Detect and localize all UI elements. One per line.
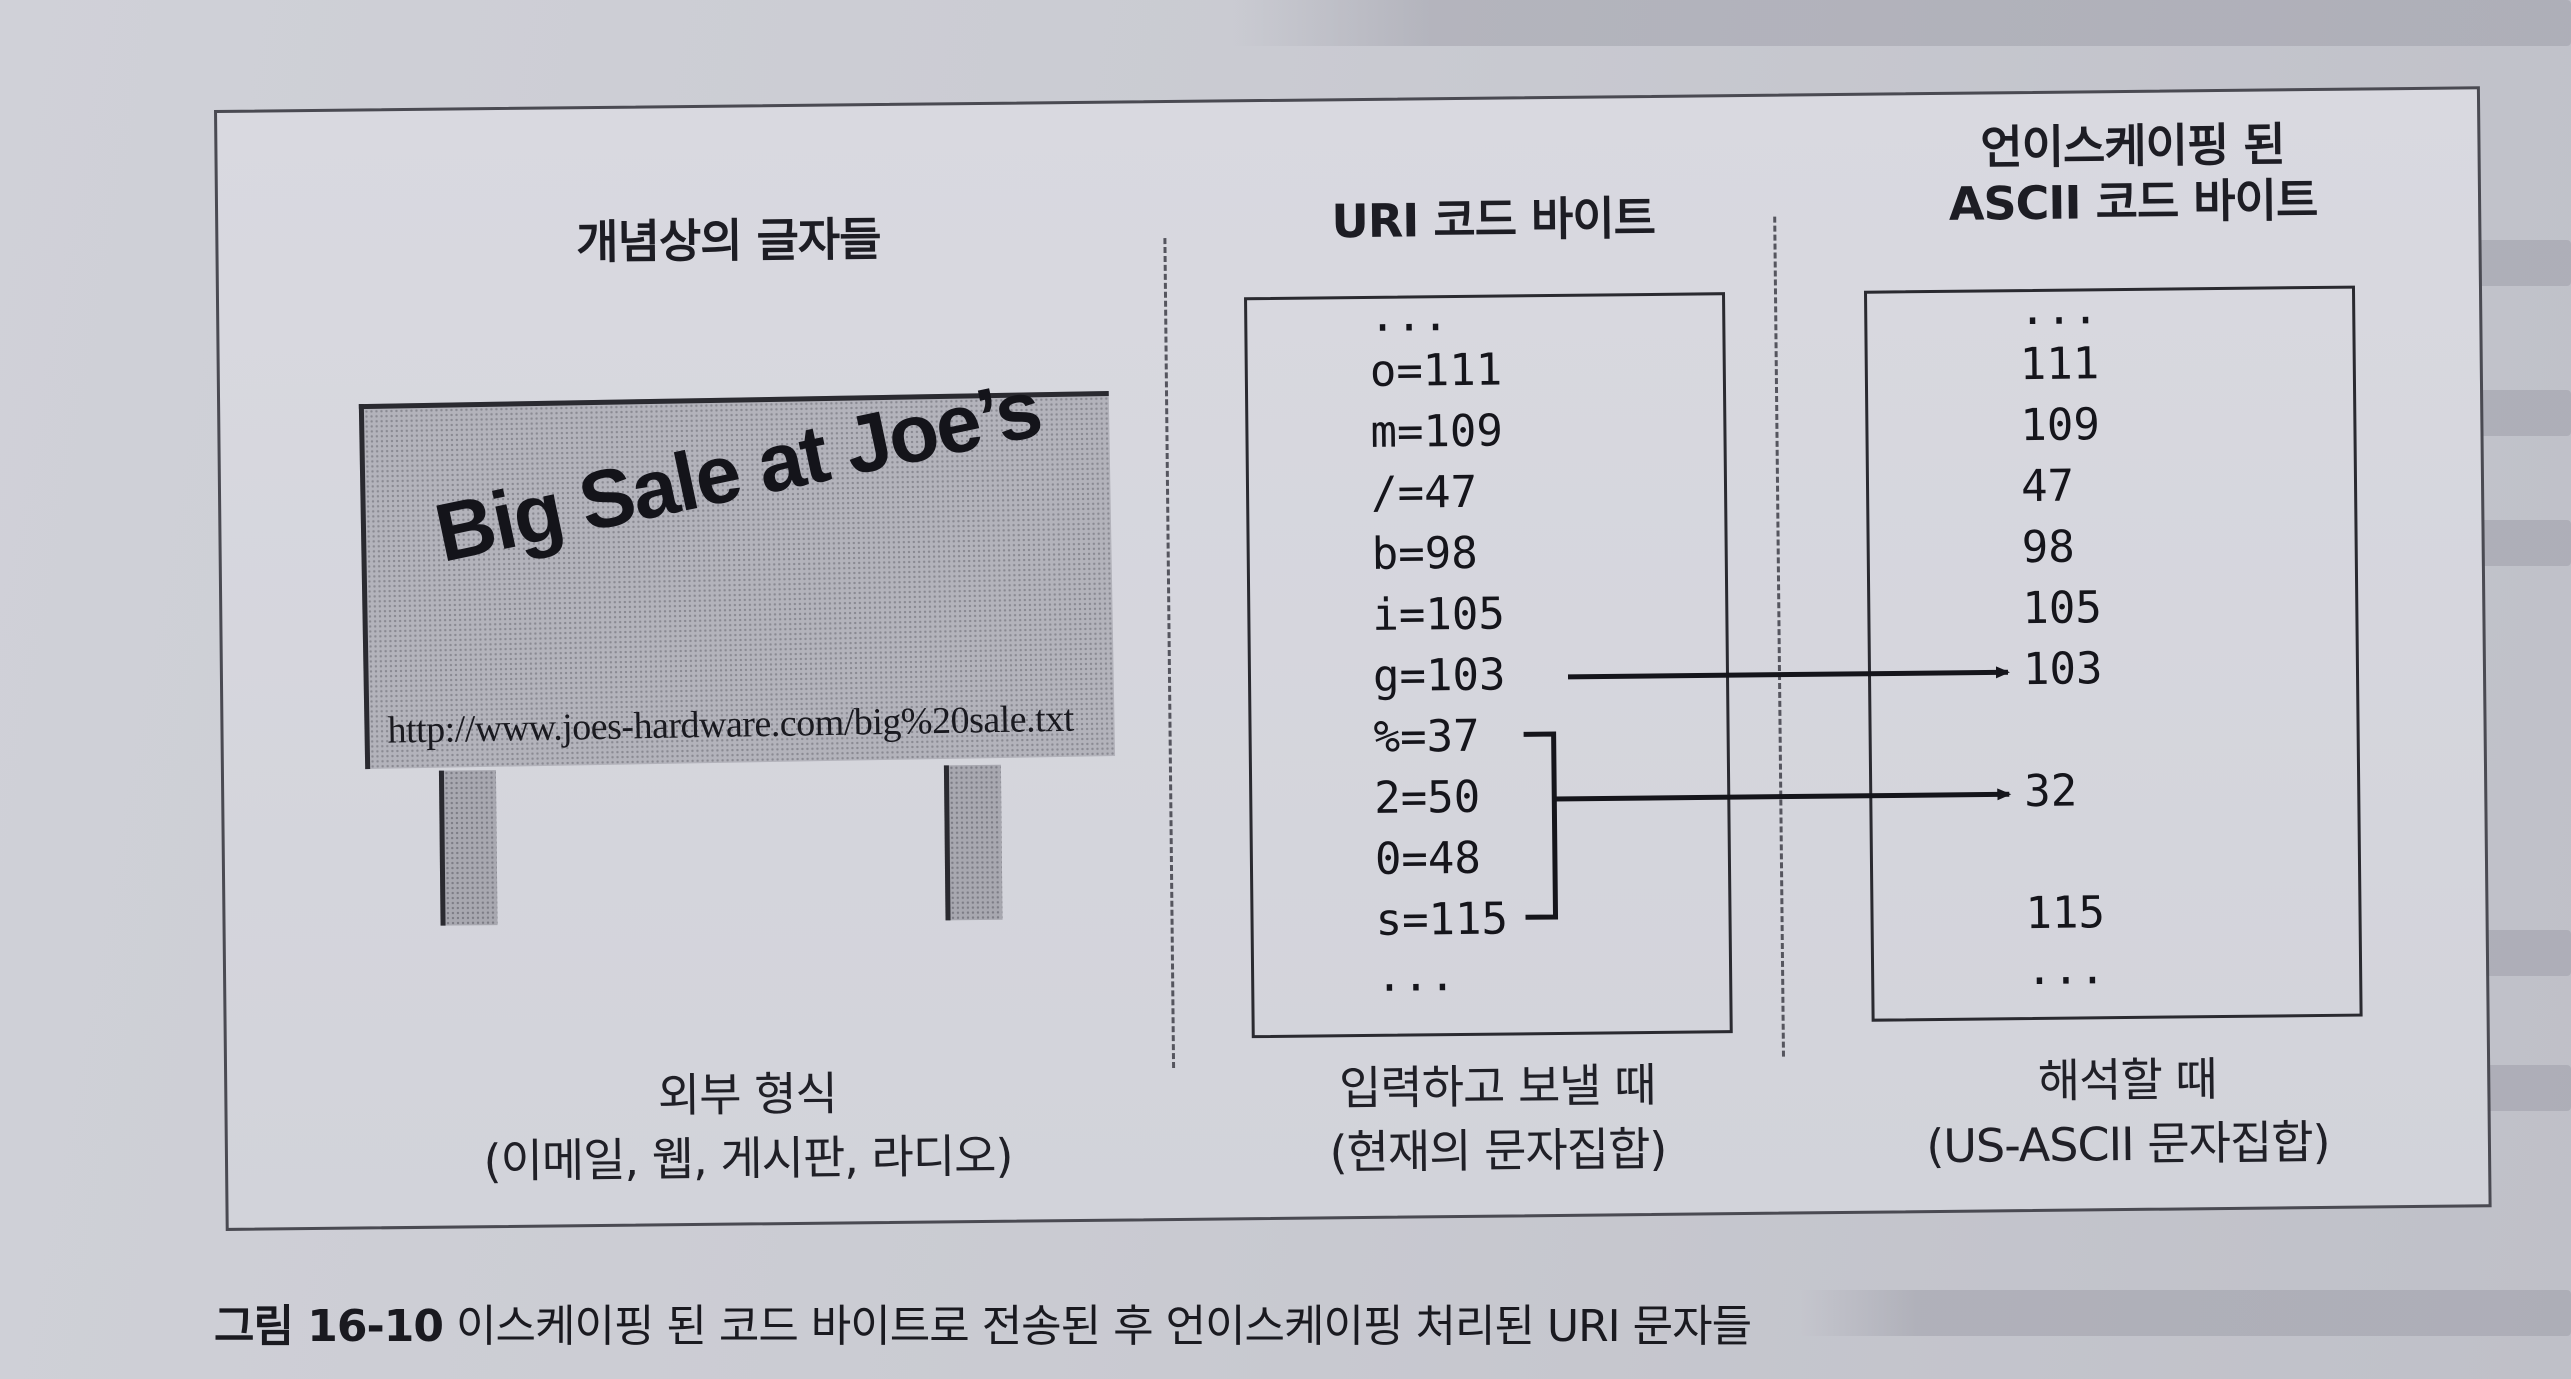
bracket-percent-encoding — [1523, 731, 1559, 920]
caption-label: 그림 16-10 — [214, 1301, 444, 1352]
label-when-interpreting: 해석할 때 (US-ASCII 문자집합) — [1867, 1045, 2388, 1178]
label-line-2: (현재의 문자집합) — [1329, 1121, 1667, 1180]
label-line-2: (US-ASCII 문자집합) — [1926, 1114, 2330, 1174]
label-external-form: 외부 형식 (이메일, 웹, 게시판, 라디오) — [367, 1058, 1128, 1194]
arrows-layer — [1523, 666, 2012, 920]
show-through-text — [1230, 0, 2571, 46]
caption-text: 이스케이핑 된 코드 바이트로 전송된 후 언이스케이핑 처리된 URI 문자들 — [443, 1301, 1752, 1352]
figure-frame: 개념상의 글자들 URI 코드 바이트 언이스케이핑 된 ASCII 코드 바이… — [214, 86, 2492, 1231]
label-line-1: 외부 형식 — [657, 1066, 838, 1123]
label-line-1: 입력하고 보낼 때 — [1338, 1057, 1656, 1116]
figure-caption: 그림 16-10 이스케이핑 된 코드 바이트로 전송된 후 언이스케이핑 처리… — [214, 1290, 1752, 1354]
show-through-text — [1800, 1290, 2571, 1336]
label-line-1: 해석할 때 — [2037, 1052, 2217, 1108]
arrow-g-to-103 — [1567, 666, 2010, 680]
label-when-sending: 입력하고 보낼 때 (현재의 문자집합) — [1267, 1052, 1728, 1185]
arrow-percent20-to-32 — [1554, 788, 2012, 802]
label-line-2: (이메일, 웹, 게시판, 라디오) — [483, 1128, 1013, 1189]
